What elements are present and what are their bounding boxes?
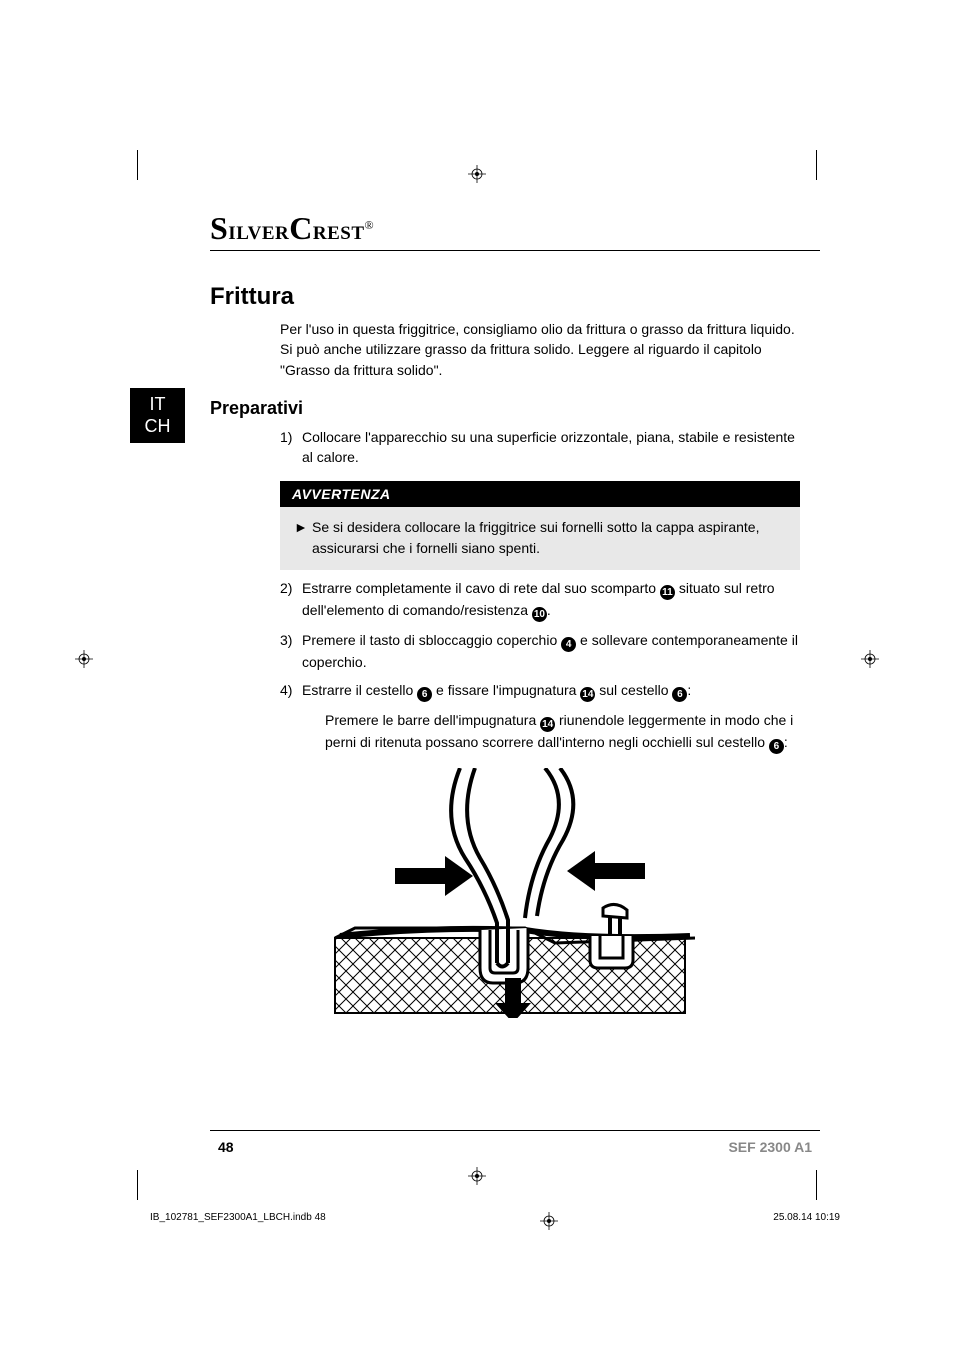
page-footer: 48 SEF 2300 A1 xyxy=(210,1130,820,1155)
step-number: 1) xyxy=(280,427,302,468)
ref-14-icon: 14 xyxy=(580,687,595,702)
step-number: 3) xyxy=(280,630,302,672)
step-2: 2) Estrarre completamente il cavo di ret… xyxy=(280,578,800,622)
step-number: 4) xyxy=(280,680,302,702)
heading-frittura: Frittura xyxy=(210,283,820,311)
ref-14-icon: 14 xyxy=(540,717,555,732)
registration-mark-icon xyxy=(540,1212,558,1230)
print-date: 25.08.14 10:19 xyxy=(773,1212,840,1230)
model-number: SEF 2300 A1 xyxy=(728,1139,812,1155)
lang-ch: CH xyxy=(130,416,185,438)
ref-6-icon: 6 xyxy=(672,687,687,702)
ref-6-icon: 6 xyxy=(769,739,784,754)
language-badge: IT CH xyxy=(130,388,185,443)
step-1: 1) Collocare l'apparecchio su una superf… xyxy=(280,427,800,468)
indb-filename: IB_102781_SEF2300A1_LBCH.indb 48 xyxy=(150,1212,326,1230)
ref-4-icon: 4 xyxy=(561,637,576,652)
heading-preparativi: Preparativi xyxy=(210,398,820,419)
step-text: Collocare l'apparecchio su una superfici… xyxy=(302,427,800,468)
step-number: 2) xyxy=(280,578,302,622)
manual-page: IT CH SilverCrest® Frittura Per l'uso in… xyxy=(130,150,820,1185)
registration-mark-icon xyxy=(75,650,93,668)
registration-mark-icon xyxy=(861,650,879,668)
warning-text: Se si desidera collocare la friggitrice … xyxy=(312,517,786,558)
lang-it: IT xyxy=(130,394,185,416)
intro-paragraph: Per l'uso in questa friggitrice, consigl… xyxy=(280,319,800,380)
basket-handle-figure xyxy=(325,768,695,1018)
step-4: 4) Estrarre il cestello 6 e fissare l'im… xyxy=(280,680,800,702)
step-4-detail: Premere le barre dell'impugnatura 14 riu… xyxy=(325,710,800,754)
warning-bullet-icon: ► xyxy=(294,517,312,558)
ref-6-icon: 6 xyxy=(417,687,432,702)
warning-heading: AVVERTENZA xyxy=(280,481,800,507)
warning-body: ► Se si desidera collocare la friggitric… xyxy=(280,507,800,570)
page-number: 48 xyxy=(218,1139,234,1155)
brand-logo: SilverCrest® xyxy=(210,210,820,247)
step-3: 3) Premere il tasto di sbloccaggio coper… xyxy=(280,630,800,672)
step-text: Premere il tasto di sbloccaggio coperchi… xyxy=(302,630,800,672)
ref-10-icon: 10 xyxy=(532,607,547,622)
warning-box: AVVERTENZA ► Se si desidera collocare la… xyxy=(280,481,800,570)
step-text: Estrarre completamente il cavo di rete d… xyxy=(302,578,800,622)
step-text: Estrarre il cestello 6 e fissare l'impug… xyxy=(302,680,800,702)
print-metadata: IB_102781_SEF2300A1_LBCH.indb 48 25.08.1… xyxy=(150,1212,840,1230)
ref-11-icon: 11 xyxy=(660,585,675,600)
divider xyxy=(210,250,820,251)
